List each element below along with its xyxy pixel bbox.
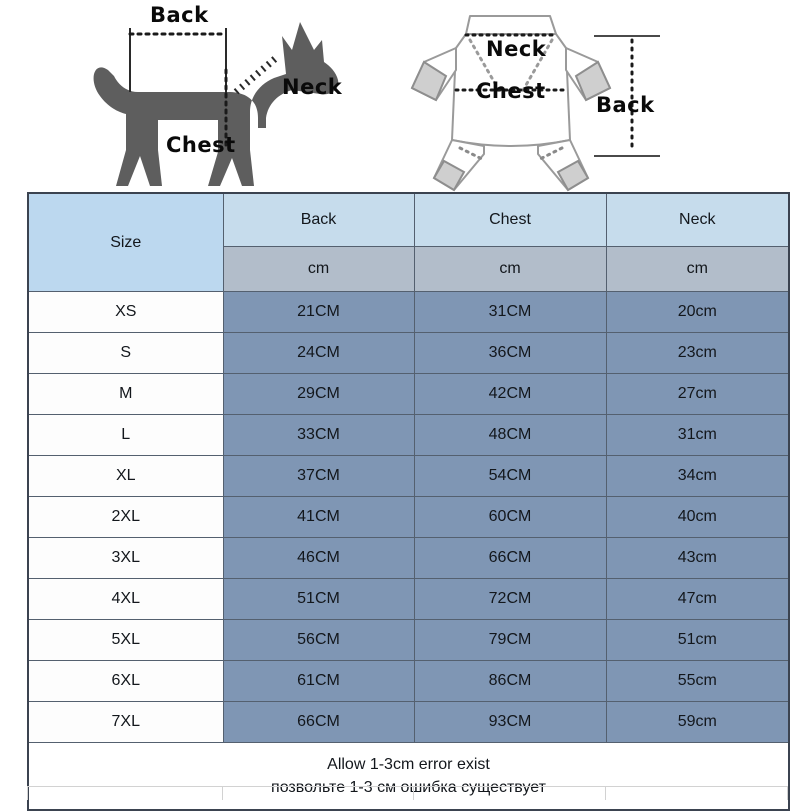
- cell-size: XS: [27, 291, 224, 333]
- table-row: 6XL 61CM 86CM 55cm: [27, 660, 790, 702]
- spreadsheet-gridlines: [0, 786, 800, 800]
- table-row: 4XL 51CM 72CM 47cm: [27, 578, 790, 620]
- back-measure-line: [128, 28, 228, 98]
- hip-measure-line: [458, 146, 564, 162]
- table-row: 3XL 46CM 66CM 43cm: [27, 537, 790, 579]
- table-header-row: Size Back Chest Neck: [27, 192, 790, 292]
- garment-collar: [465, 15, 557, 35]
- cell-neck: 40cm: [605, 496, 790, 538]
- cell-size: S: [27, 332, 224, 374]
- cell-back: 51CM: [222, 578, 415, 620]
- cell-neck: 23cm: [605, 332, 790, 374]
- cell-size: 7XL: [27, 701, 224, 743]
- illustration-band: Back Neck Chest: [0, 0, 800, 192]
- cell-size: 4XL: [27, 578, 224, 620]
- table-unit-row: cm cm cm: [28, 246, 790, 292]
- cell-size: 3XL: [27, 537, 224, 579]
- cell-chest: 66CM: [413, 537, 607, 579]
- table-row: XS 21CM 31CM 20cm: [27, 291, 790, 333]
- cell-size: 5XL: [27, 619, 224, 661]
- table-note-row: Allow 1-3cm error exist позвольте 1-3 см…: [27, 742, 790, 811]
- size-chart-table: Size Back Chest Neck cm cm cm XS 21CM 31…: [27, 192, 790, 811]
- cell-chest: 86CM: [413, 660, 607, 702]
- dog-measurement-diagram: Back Neck Chest: [93, 3, 343, 186]
- table-body: XS 21CM 31CM 20cm S 24CM 36CM 23cm M 29C…: [27, 291, 790, 811]
- cell-back: 61CM: [222, 660, 415, 702]
- cell-neck: 27cm: [605, 373, 790, 415]
- cell-size: L: [27, 414, 224, 456]
- table-row: M 29CM 42CM 27cm: [27, 373, 790, 415]
- cell-neck: 43cm: [605, 537, 790, 579]
- cell-chest: 48CM: [413, 414, 607, 456]
- cell-neck: 51cm: [605, 619, 790, 661]
- dog-label-neck: Neck: [282, 75, 343, 99]
- cell-back: 46CM: [222, 537, 415, 579]
- cell-chest: 79CM: [413, 619, 607, 661]
- cell-neck: 59cm: [605, 701, 790, 743]
- cell-back: 37CM: [222, 455, 415, 497]
- cell-chest: 72CM: [413, 578, 607, 620]
- cell-back: 66CM: [222, 701, 415, 743]
- cell-chest: 60CM: [413, 496, 607, 538]
- tolerance-note: Allow 1-3cm error exist позвольте 1-3 см…: [27, 742, 790, 811]
- cell-size: 2XL: [27, 496, 224, 538]
- header-neck: Neck: [605, 192, 790, 247]
- table-row: XL 37CM 54CM 34cm: [27, 455, 790, 497]
- cell-neck: 55cm: [605, 660, 790, 702]
- neck-measure-line: [464, 33, 558, 94]
- cell-back: 33CM: [222, 414, 415, 456]
- cell-chest: 31CM: [413, 291, 607, 333]
- cell-size: 6XL: [27, 660, 224, 702]
- cell-chest: 93CM: [413, 701, 607, 743]
- dog-label-chest: Chest: [166, 133, 236, 157]
- tolerance-note-ru: позвольте 1-3 см ошибка существует: [271, 779, 546, 796]
- cell-neck: 20cm: [605, 291, 790, 333]
- table-row: 7XL 66CM 93CM 59cm: [27, 701, 790, 743]
- back-measure-bracket: [594, 35, 660, 157]
- cell-size: M: [27, 373, 224, 415]
- table-row: L 33CM 48CM 31cm: [27, 414, 790, 456]
- garment-label-back: Back: [596, 93, 655, 117]
- header-chest: Chest: [413, 192, 607, 247]
- cell-back: 24CM: [222, 332, 415, 374]
- dog-label-back: Back: [150, 3, 209, 27]
- cell-chest: 54CM: [413, 455, 607, 497]
- tolerance-note-en: Allow 1-3cm error exist: [327, 755, 490, 773]
- table-row: S 24CM 36CM 23cm: [27, 332, 790, 374]
- cell-back: 29CM: [222, 373, 415, 415]
- cell-neck: 34cm: [605, 455, 790, 497]
- table-row: 5XL 56CM 79CM 51cm: [27, 619, 790, 661]
- pet-jumpsuit-measurement-diagram: Neck Chest Back: [410, 15, 660, 192]
- size-chart-table-container: Size Back Chest Neck cm cm cm XS 21CM 31…: [27, 192, 790, 811]
- cell-neck: 31cm: [605, 414, 790, 456]
- cell-size: XL: [27, 455, 224, 497]
- header-size: Size: [27, 192, 224, 292]
- unit-neck: cm: [605, 246, 790, 292]
- table-row: 2XL 41CM 60CM 40cm: [27, 496, 790, 538]
- neck-measure-line: [233, 55, 279, 95]
- cell-back: 21CM: [222, 291, 415, 333]
- dog-silhouette: [93, 22, 339, 186]
- garment-cuffs: [410, 60, 612, 192]
- unit-chest: cm: [413, 246, 607, 292]
- cell-back: 41CM: [222, 496, 415, 538]
- garment-label-chest: Chest: [476, 79, 546, 103]
- header-back: Back: [222, 192, 415, 247]
- cell-neck: 47cm: [605, 578, 790, 620]
- garment-label-neck: Neck: [486, 37, 547, 61]
- cell-back: 56CM: [222, 619, 415, 661]
- unit-back: cm: [222, 246, 415, 292]
- cell-chest: 42CM: [413, 373, 607, 415]
- cell-chest: 36CM: [413, 332, 607, 374]
